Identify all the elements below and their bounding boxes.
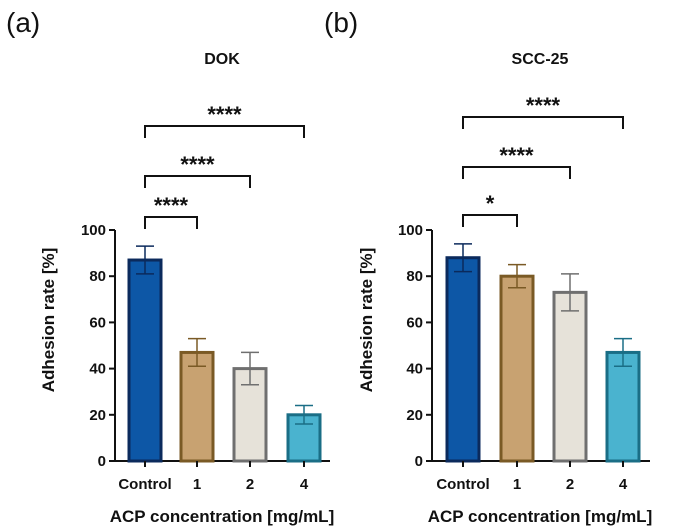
panel-b-bar-4 xyxy=(605,350,641,463)
panel-a-bar-1 xyxy=(179,350,215,463)
panel-b-significance-label: **** xyxy=(526,93,561,118)
panel-b-title: SCC-25 xyxy=(512,51,569,68)
panel-b-bar-control xyxy=(445,256,481,463)
panel-b-significance-label: * xyxy=(486,191,495,216)
panel-a-x-tick-label: 4 xyxy=(300,476,309,493)
panel-a-significance-label: **** xyxy=(180,152,215,177)
panel-b-y-tick-label: 80 xyxy=(406,268,423,285)
panel-a-x-tick-label: Control xyxy=(118,476,171,493)
panel-a-y-tick-label: 100 xyxy=(81,222,106,239)
panel-b-y-tick-label: 0 xyxy=(415,453,423,470)
panel-b-bar-1 xyxy=(499,274,535,463)
panel-a-y-tick-label: 0 xyxy=(98,453,106,470)
panel-b-y-axis-label: Adhesion rate [%] xyxy=(357,248,376,393)
panel-a-y-tick-label: 20 xyxy=(89,407,106,424)
panel-b-significance-label: **** xyxy=(499,143,534,168)
panel-b-label: (b) xyxy=(324,7,358,38)
panel-a-title: DOK xyxy=(204,51,240,68)
panel-a: (a) DOK Adhesion rate [%] ACP concentrat… xyxy=(6,7,334,526)
panel-a-x-axis-label: ACP concentration [mg/mL] xyxy=(110,507,334,526)
panel-a-y-axis-label: Adhesion rate [%] xyxy=(39,248,58,393)
panel-a-y-tick-label: 60 xyxy=(89,314,106,331)
panel-a-significance-label: **** xyxy=(207,102,242,127)
panel-a-y-tick-label: 80 xyxy=(89,268,106,285)
panel-a-significance-label: **** xyxy=(154,193,189,218)
panel-b-significance-bracket xyxy=(462,166,571,179)
panel-a-significance-bracket xyxy=(144,175,251,188)
panel-b-y-tick-label: 20 xyxy=(406,407,423,424)
panel-b-x-axis-label: ACP concentration [mg/mL] xyxy=(428,507,652,526)
panel-b-x-tick-label: 2 xyxy=(566,476,574,493)
panel-b-y-tick-label: 40 xyxy=(406,361,423,378)
panel-b-y-tick-label: 100 xyxy=(398,222,423,239)
panel-a-label: (a) xyxy=(6,7,40,38)
panel-b-bar-2 xyxy=(552,290,588,463)
panel-a-significance-bracket xyxy=(144,125,305,138)
panel-b-significance-bracket xyxy=(462,116,624,129)
panel-b-y-tick-label: 60 xyxy=(406,314,423,331)
panel-a-bar-control xyxy=(127,258,163,463)
panel-b-significance-bracket xyxy=(462,214,518,227)
panel-b-x-tick-label: Control xyxy=(436,476,489,493)
panel-a-x-tick-label: 1 xyxy=(193,476,201,493)
panel-b: (b) SCC-25 Adhesion rate [%] ACP concent… xyxy=(324,7,652,526)
panel-b-x-tick-label: 4 xyxy=(619,476,628,493)
panel-a-y-tick-label: 40 xyxy=(89,361,106,378)
panel-a-significance-bracket xyxy=(144,216,198,229)
panel-a-x-tick-label: 2 xyxy=(246,476,254,493)
panel-b-x-tick-label: 1 xyxy=(513,476,521,493)
